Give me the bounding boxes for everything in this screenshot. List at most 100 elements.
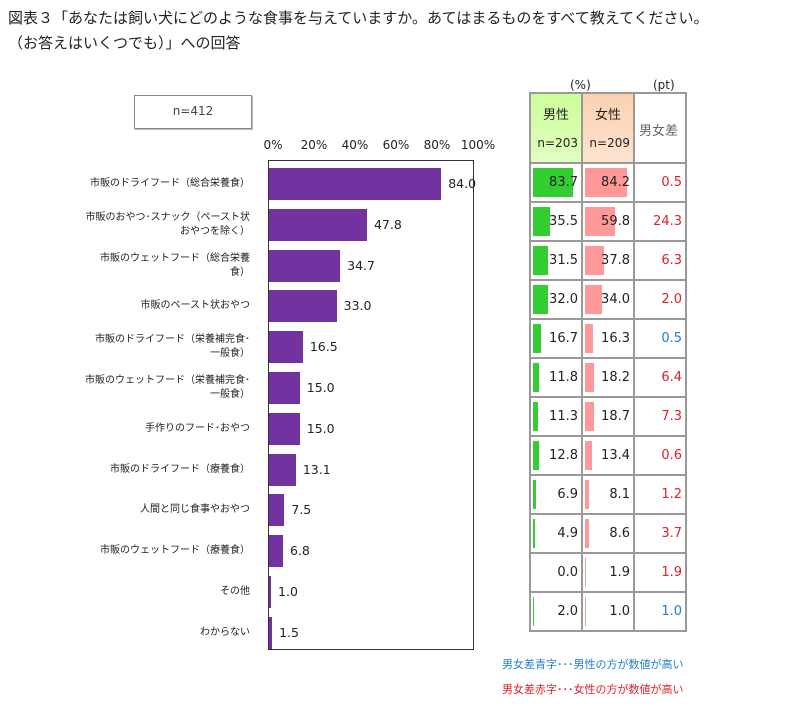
x-tick-label: 80% — [423, 138, 451, 152]
male-bar — [533, 207, 551, 236]
female-bar — [585, 441, 592, 470]
female-cell: 18.7 — [581, 396, 635, 437]
female-value: 1.9 — [609, 565, 630, 580]
female-cell: 13.4 — [581, 435, 635, 476]
table-row: 2.0 1.0 1.0 — [529, 591, 687, 632]
diff-cell: 0.5 — [633, 318, 687, 359]
data-label: 6.8 — [289, 543, 310, 559]
female-n: n=209 — [589, 136, 630, 150]
category-label: 手作りのフード･おやつ — [50, 422, 250, 436]
category-label-line: わからない — [200, 626, 250, 638]
male-bar — [533, 597, 534, 626]
female-value: 37.8 — [601, 253, 630, 268]
male-value: 83.7 — [549, 175, 578, 190]
male-cell: 11.3 — [529, 396, 583, 437]
category-label-line: 市販のペースト状おやつ — [140, 300, 251, 312]
x-tick-label: 60% — [382, 138, 410, 152]
female-value: 1.0 — [609, 604, 630, 619]
data-label: 13.1 — [302, 461, 331, 477]
female-cell: 1.9 — [581, 552, 635, 593]
diff-value: 1.2 — [661, 487, 682, 502]
male-cell: 2.0 — [529, 591, 583, 632]
category-label: その他 — [50, 585, 250, 599]
category-label-line: 市販のドライフード（総合栄養食） — [90, 178, 250, 189]
table-row: 0.0 1.9 1.9 — [529, 552, 687, 593]
table-row: 11.3 18.7 7.3 — [529, 396, 687, 437]
diff-value: 0.6 — [661, 448, 682, 463]
x-tick-label: 20% — [300, 138, 328, 152]
diff-value: 24.3 — [653, 214, 682, 229]
bar — [269, 168, 442, 200]
diff-cell: 1.0 — [633, 591, 687, 632]
bar — [269, 208, 367, 241]
data-label: 33.0 — [343, 298, 372, 314]
female-value: 8.6 — [609, 526, 630, 541]
diff-cell: 6.4 — [633, 357, 687, 398]
female-value: 59.8 — [601, 214, 630, 229]
data-label: 7.5 — [291, 502, 312, 518]
bar — [269, 331, 303, 364]
data-label: 1.5 — [279, 624, 299, 640]
table-row: 11.8 18.2 6.4 — [529, 357, 687, 398]
female-cell: 8.6 — [581, 513, 635, 554]
male-value: 11.3 — [549, 409, 578, 424]
male-value: 31.5 — [549, 253, 578, 268]
female-value: 18.2 — [601, 370, 630, 385]
table-row: 32.0 34.0 2.0 — [529, 279, 687, 320]
female-value: 84.2 — [601, 175, 630, 190]
table-row: 4.9 8.6 3.7 — [529, 513, 687, 554]
male-bar — [533, 324, 542, 353]
diff-cell: 6.3 — [633, 240, 687, 281]
female-bar — [585, 519, 590, 548]
diff-cell: 0.5 — [633, 162, 687, 203]
male-cell: 83.7 — [529, 162, 583, 203]
male-cell: 6.9 — [529, 474, 583, 515]
category-label-line: 一般食） — [210, 389, 250, 400]
male-cell: 4.9 — [529, 513, 583, 554]
female-value: 34.0 — [601, 292, 630, 307]
diff-value: 1.0 — [661, 604, 682, 619]
female-bar — [585, 363, 595, 392]
male-label: 男性 — [543, 108, 570, 123]
category-label-line: 市販のウェットフード（療養食） — [100, 545, 250, 557]
diff-cell: 1.9 — [633, 552, 687, 593]
red-note: 男女差赤字･･･女性の方が数値が高い — [502, 683, 684, 696]
male-value: 16.7 — [549, 331, 578, 346]
category-label-line: 一般食） — [210, 348, 250, 360]
sample-size-box: n=412 — [134, 95, 252, 129]
female-cell: 34.0 — [581, 279, 635, 320]
diff-cell: 7.3 — [633, 396, 687, 437]
male-bar — [533, 246, 549, 275]
male-bar — [533, 363, 539, 392]
male-cell: 31.5 — [529, 240, 583, 281]
male-bar — [533, 285, 549, 314]
male-bar — [533, 168, 574, 197]
category-label-line: おやつを除く） — [180, 225, 250, 237]
data-label: 47.8 — [373, 216, 402, 232]
female-value: 18.7 — [601, 409, 630, 424]
female-bar — [585, 324, 594, 353]
male-cell: 11.8 — [529, 357, 583, 398]
female-cell: 8.1 — [581, 474, 635, 515]
female-value: 8.1 — [609, 487, 630, 502]
bar — [269, 290, 337, 323]
male-cell: 32.0 — [529, 279, 583, 320]
diff-label: 男女差 — [639, 124, 679, 139]
male-n: n=203 — [537, 136, 578, 150]
female-cell: 37.8 — [581, 240, 635, 281]
female-bar — [585, 246, 604, 275]
diff-cell: 3.7 — [633, 513, 687, 554]
x-tick-label: 100% — [460, 138, 496, 152]
male-bar — [533, 480, 537, 509]
female-header: 女性 n=209 — [581, 92, 635, 164]
category-label-line: 市販のドライフード（療養食） — [110, 463, 250, 475]
category-label: 市販のウェットフード（総合栄養 食） — [50, 252, 250, 280]
diff-cell: 2.0 — [633, 279, 687, 320]
blue-note: 男女差青字･･･男性の方が数値が高い — [502, 658, 684, 671]
data-label: 34.7 — [347, 257, 375, 273]
diff-value: 0.5 — [661, 175, 682, 190]
bar — [269, 494, 285, 527]
unit-percent: (%) — [570, 78, 591, 92]
female-cell: 16.3 — [581, 318, 635, 359]
male-value: 11.8 — [549, 370, 578, 385]
